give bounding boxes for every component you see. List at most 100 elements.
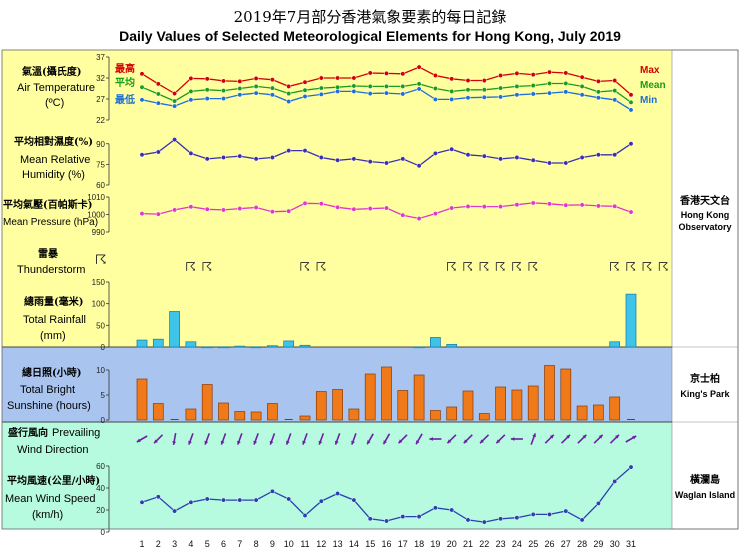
temperature-tick-label: 22 bbox=[96, 116, 105, 125]
temp-min-point bbox=[514, 92, 520, 98]
wind-direction-arrow bbox=[397, 434, 408, 444]
pressure-label-en1: Mean Pressure (hPa) bbox=[3, 217, 98, 228]
humidity-point bbox=[335, 157, 341, 163]
sunshine-bar bbox=[234, 411, 246, 421]
wind-arrow-head bbox=[582, 434, 587, 439]
wdir-label-en0: Prevailing bbox=[52, 427, 100, 439]
temp-min-point bbox=[188, 97, 194, 103]
temp-min-point bbox=[481, 94, 487, 100]
pressure-label-zh: 平均氣壓(百帕斯卡) bbox=[3, 198, 92, 211]
humidity-tick-label: 90 bbox=[96, 140, 105, 149]
temp-max-point bbox=[351, 75, 357, 81]
sunshine-bar bbox=[495, 386, 506, 421]
windspeed-point bbox=[416, 514, 422, 520]
temp-mean-point bbox=[432, 86, 438, 91]
hko-panel-bg bbox=[2, 50, 672, 347]
sunshine-bar bbox=[593, 404, 604, 421]
pressure-point bbox=[253, 205, 259, 210]
station-hko-zh: 香港天文台 bbox=[680, 194, 730, 207]
legend-max-zh: 最高 bbox=[115, 62, 135, 75]
day-label: 17 bbox=[398, 539, 408, 549]
temp-mean-point bbox=[579, 83, 585, 89]
day-label: 11 bbox=[300, 539, 309, 549]
wind-direction-arrow bbox=[495, 434, 506, 444]
wind-direction-arrow bbox=[560, 434, 571, 444]
humidity-point bbox=[172, 137, 178, 143]
windspeed-point bbox=[188, 499, 194, 505]
humidity-point bbox=[530, 157, 536, 163]
station-column-bg bbox=[671, 49, 739, 530]
sunshine-bar bbox=[430, 410, 441, 421]
wind-direction-arrow bbox=[269, 433, 276, 445]
windspeed-point bbox=[221, 497, 226, 503]
windspeed-point bbox=[237, 497, 243, 503]
wdir-label-en1: Wind Direction bbox=[17, 444, 89, 456]
legend-mean-en: Mean bbox=[640, 80, 666, 91]
temp-mean-point bbox=[595, 89, 601, 95]
thunderstorm-mark: ☈ bbox=[446, 260, 457, 274]
temp-mean-point bbox=[416, 81, 422, 87]
temp-min-point bbox=[221, 96, 226, 102]
thunderstorm-mark: ☈ bbox=[462, 260, 473, 274]
windspeed-point bbox=[400, 514, 406, 520]
rainfall-tick-label: 0 bbox=[101, 343, 106, 352]
day-label: 28 bbox=[577, 539, 587, 549]
day-label: 7 bbox=[237, 539, 242, 549]
pressure-point bbox=[204, 206, 210, 212]
pressure-tick-label: 1000 bbox=[87, 211, 105, 220]
day-label: 8 bbox=[254, 539, 259, 549]
wind-direction-arrow bbox=[544, 434, 555, 444]
pressure-point bbox=[221, 207, 226, 213]
rainfall-bar bbox=[250, 346, 262, 349]
rainfall-bar bbox=[446, 344, 458, 348]
thunderstorm-mark: ☈ bbox=[185, 260, 196, 274]
temp-mean-point bbox=[514, 83, 520, 89]
temperature-tick-label: 32 bbox=[96, 74, 105, 83]
day-label: 27 bbox=[561, 539, 571, 549]
windspeed-point bbox=[384, 518, 389, 524]
temp-min-point bbox=[595, 95, 601, 101]
windspeed-point bbox=[318, 498, 324, 504]
humidity-point bbox=[563, 160, 569, 166]
wind-direction-arrow bbox=[136, 435, 148, 443]
windspeed-tick-label: 0 bbox=[101, 528, 106, 537]
day-label: 10 bbox=[284, 539, 294, 549]
pressure-point bbox=[400, 212, 406, 218]
temp-mean-point bbox=[384, 83, 389, 89]
temp-min-point bbox=[530, 91, 536, 97]
legend: 最高 平均 最低 Max Mean Min bbox=[115, 62, 666, 106]
wind-arrow-head bbox=[566, 434, 570, 439]
temp-max-point bbox=[595, 78, 601, 84]
day-label: 15 bbox=[365, 539, 375, 549]
temp-min-point bbox=[579, 92, 585, 98]
wind-arrow-head bbox=[253, 440, 258, 445]
wind-arrow-head bbox=[302, 440, 306, 445]
wind-direction-arrow bbox=[236, 433, 243, 445]
wind-direction-arrow bbox=[172, 432, 177, 446]
temp-min-point bbox=[204, 96, 210, 102]
temp-min-point bbox=[384, 90, 389, 96]
temp-mean-point bbox=[221, 88, 226, 94]
wind-direction-arrow bbox=[351, 433, 357, 445]
temp-max-point bbox=[237, 78, 243, 84]
temp-max-point bbox=[449, 76, 455, 82]
temp-mean-point bbox=[302, 87, 308, 93]
humidity-point bbox=[139, 152, 145, 158]
temp-max-point bbox=[302, 79, 308, 85]
day-label: 26 bbox=[544, 539, 554, 549]
temp-min-point bbox=[302, 94, 308, 99]
station-hko-en2: Observatory bbox=[678, 222, 731, 232]
temp-mean-point bbox=[367, 83, 373, 89]
sunshine-bar bbox=[576, 405, 588, 421]
windspeed-point bbox=[335, 491, 341, 496]
temp-mean-point bbox=[465, 87, 471, 93]
humidity-point bbox=[384, 160, 389, 166]
humidity-point bbox=[286, 148, 292, 154]
temp-mean-point bbox=[628, 99, 634, 105]
wind-arrow-head bbox=[172, 441, 177, 445]
rainfall-bar bbox=[299, 344, 311, 348]
temp-max-point bbox=[481, 78, 487, 83]
pressure-point bbox=[628, 209, 634, 215]
wind-arrow-head bbox=[480, 439, 484, 444]
humidity-point bbox=[449, 146, 455, 152]
